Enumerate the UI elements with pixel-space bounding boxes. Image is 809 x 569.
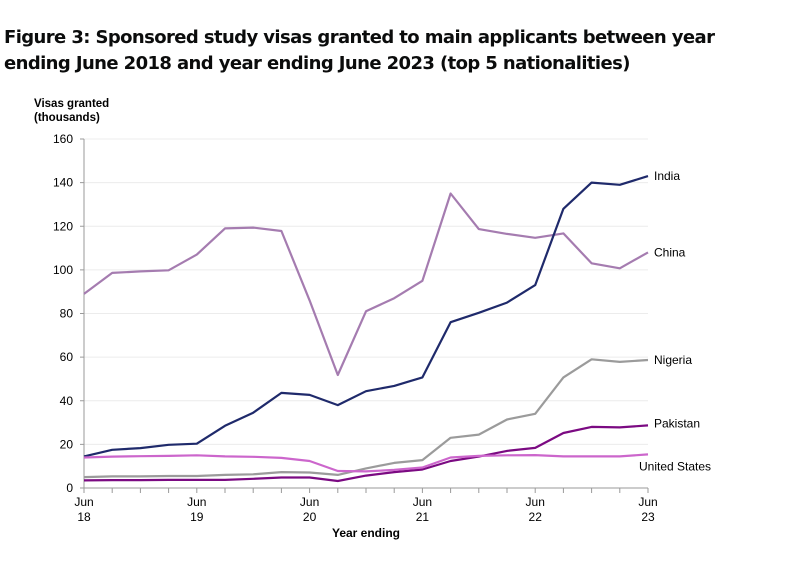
y-axis-title-line2: (thousands) bbox=[34, 112, 100, 124]
series-lines bbox=[83, 175, 649, 483]
series-label: Nigeria bbox=[654, 353, 692, 367]
x-tick-label-month: Jun bbox=[526, 495, 545, 509]
x-tick-label-month: Jun bbox=[413, 495, 432, 509]
series-label: India bbox=[654, 169, 680, 183]
x-tick-label-year: 22 bbox=[529, 510, 543, 524]
x-tick-label-year: 21 bbox=[416, 510, 430, 524]
y-axis-title: Visas granted (thousands) bbox=[34, 97, 109, 125]
series-line-india bbox=[83, 175, 649, 458]
chart-title: Figure 3: Sponsored study visas granted … bbox=[4, 27, 715, 74]
x-axis-title: Year ending bbox=[332, 526, 400, 540]
x-tick-label-year: 20 bbox=[303, 510, 317, 524]
x-tick-label-year: 19 bbox=[190, 510, 204, 524]
x-tick-label-month: Jun bbox=[300, 495, 319, 509]
y-axis-ticks: 0 20 40 60 80 100 120 140 160 bbox=[53, 132, 84, 495]
series-line-china bbox=[83, 192, 649, 377]
y-tick-label: 60 bbox=[60, 350, 74, 364]
y-tick-label: 140 bbox=[53, 176, 73, 190]
series-label: United States bbox=[639, 459, 711, 473]
y-tick-label: 0 bbox=[66, 481, 73, 495]
x-tick-label-month: Jun bbox=[187, 495, 206, 509]
series-label: China bbox=[654, 245, 686, 259]
y-tick-label: 160 bbox=[53, 132, 73, 146]
y-tick-label: 20 bbox=[60, 437, 74, 451]
y-tick-label: 120 bbox=[53, 219, 73, 233]
x-tick-label-year: 23 bbox=[641, 510, 655, 524]
x-tick-label-year: 18 bbox=[77, 510, 91, 524]
x-tick-label-month: Jun bbox=[638, 495, 657, 509]
x-tick-label-month: Jun bbox=[74, 495, 93, 509]
y-tick-label: 100 bbox=[53, 263, 73, 277]
y-tick-label: 40 bbox=[60, 394, 74, 408]
series-labels: China India Nigeria Pakistan United States bbox=[639, 169, 711, 473]
series-line-pakistan bbox=[83, 424, 649, 483]
gridlines bbox=[84, 138, 648, 445]
series-label: Pakistan bbox=[654, 416, 700, 430]
y-tick-label: 80 bbox=[60, 307, 74, 321]
y-axis-title-line1: Visas granted bbox=[34, 98, 110, 110]
series-line-united-states bbox=[83, 453, 649, 473]
series-line-nigeria bbox=[83, 358, 649, 479]
